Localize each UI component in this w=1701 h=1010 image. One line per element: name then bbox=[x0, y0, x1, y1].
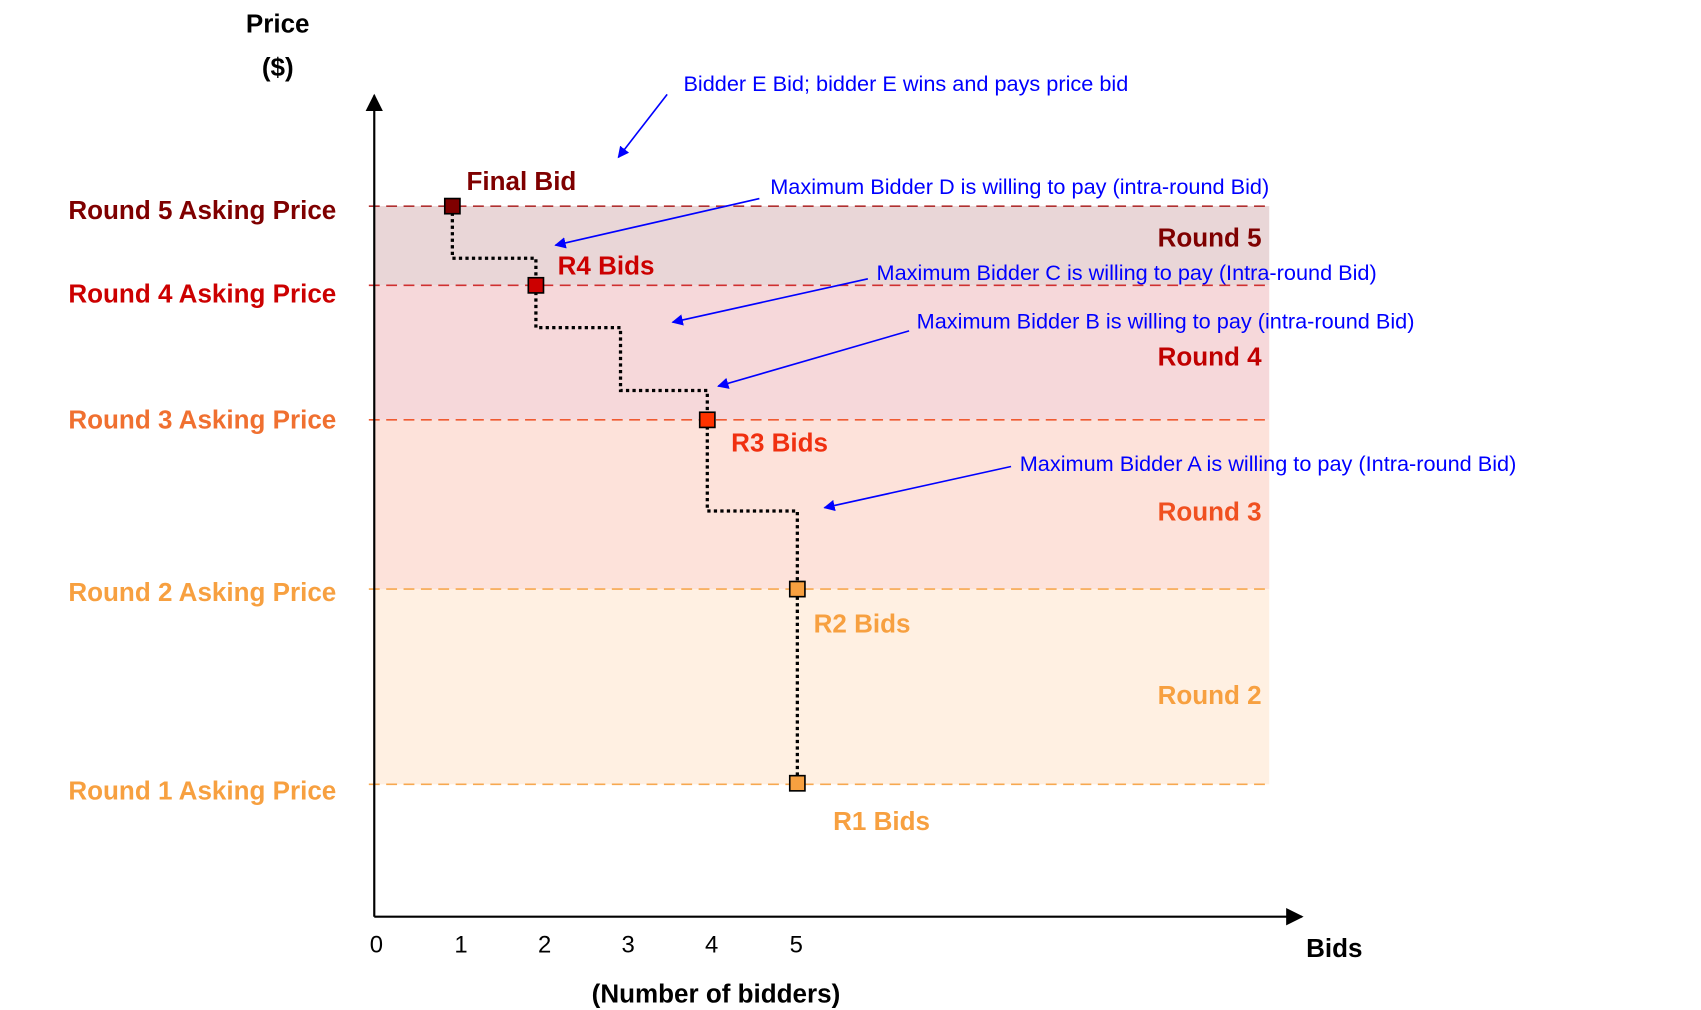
annotation: Maximum Bidder A is willing to pay (Intr… bbox=[1020, 451, 1517, 476]
round-label: Round 2 bbox=[1158, 680, 1262, 710]
bid-labels: Final Bid R4 Bids R3 Bids R2 Bids R1 Bid… bbox=[466, 166, 930, 836]
x-tick-label: 4 bbox=[705, 931, 718, 958]
x-ticks: 0 1 2 3 4 5 bbox=[370, 931, 803, 958]
annotations: Bidder E Bid; bidder E wins and pays pri… bbox=[683, 71, 1516, 476]
annotation: Maximum Bidder D is willing to pay (intr… bbox=[770, 174, 1269, 199]
bid-path bbox=[450, 206, 799, 784]
y-label: Price ($) bbox=[246, 9, 310, 82]
asking-price: Round 4 Asking Price bbox=[68, 279, 336, 309]
marker bbox=[788, 774, 806, 792]
bid-label: R3 Bids bbox=[731, 427, 828, 457]
bid-label: Final Bid bbox=[466, 166, 576, 196]
asking-price: Round 2 Asking Price bbox=[68, 577, 336, 607]
x-tick-label: 3 bbox=[621, 931, 634, 958]
bid-label: R1 Bids bbox=[833, 806, 930, 836]
band bbox=[374, 206, 1270, 286]
y-label-line: ($) bbox=[262, 52, 294, 82]
band bbox=[374, 285, 1270, 420]
marker bbox=[788, 580, 806, 598]
round-label: Round 3 bbox=[1158, 497, 1262, 527]
marker bbox=[443, 197, 461, 215]
bid-label: R4 Bids bbox=[558, 250, 655, 280]
arrow bbox=[717, 330, 910, 389]
x-tick-label: 5 bbox=[790, 931, 803, 958]
marker bbox=[698, 411, 716, 429]
asking-prices: Round 5 Asking Price Round 4 Asking Pric… bbox=[68, 195, 336, 805]
asking-price: Round 5 Asking Price bbox=[68, 195, 336, 225]
rounds: Round 5 Round 4 Round 3 Round 2 bbox=[1158, 222, 1263, 710]
x-sublabel: (Number of bidders) bbox=[592, 978, 841, 1008]
price-lines bbox=[368, 205, 1270, 786]
markers bbox=[443, 197, 806, 792]
annotation-arrows bbox=[554, 93, 1012, 512]
asking-price: Round 1 Asking Price bbox=[68, 776, 336, 806]
arrow bbox=[823, 465, 1012, 512]
x-tick-label: 2 bbox=[538, 931, 551, 958]
bid-label: R2 Bids bbox=[814, 608, 911, 638]
arrow bbox=[617, 93, 668, 159]
asking-price: Round 3 Asking Price bbox=[68, 405, 336, 435]
x-label: Bids bbox=[1306, 933, 1362, 963]
annotation: Bidder E Bid; bidder E wins and pays pri… bbox=[683, 71, 1128, 96]
round-label: Round 4 bbox=[1158, 342, 1263, 372]
annotation: Maximum Bidder C is willing to pay (Intr… bbox=[877, 260, 1377, 285]
x-tick-label: 1 bbox=[454, 931, 467, 958]
arrow bbox=[554, 197, 760, 249]
round-label: Round 5 bbox=[1158, 222, 1262, 252]
annotation: Maximum Bidder B is willing to pay (intr… bbox=[917, 309, 1415, 334]
band bbox=[374, 589, 1270, 785]
marker bbox=[527, 276, 545, 294]
arrow bbox=[671, 278, 869, 326]
band bbox=[374, 419, 1270, 590]
y-label-line: Price bbox=[246, 9, 310, 39]
bands bbox=[374, 206, 1270, 785]
x-tick-label: 0 bbox=[370, 931, 383, 958]
